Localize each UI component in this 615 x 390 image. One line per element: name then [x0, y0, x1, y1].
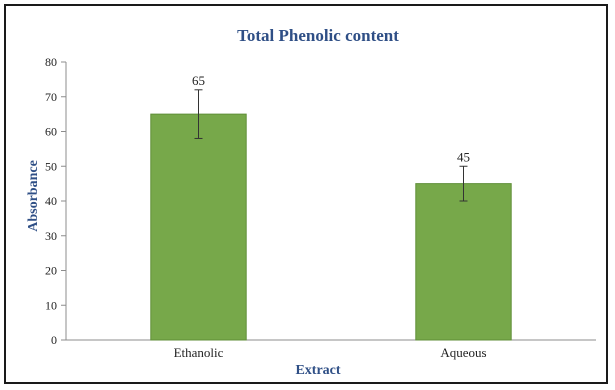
bar-ethanolic — [150, 113, 247, 341]
y-tick-label: 0 — [51, 333, 57, 347]
x-axis: Ethanolic Aqueous — [66, 339, 596, 360]
data-label: 65 — [192, 73, 205, 88]
y-tick-label: 10 — [45, 298, 57, 312]
y-tick-label: 80 — [45, 55, 57, 69]
y-tick-label: 40 — [45, 194, 57, 208]
y-axis-title: Absorbance — [26, 160, 41, 232]
x-tick-label: Ethanolic — [174, 345, 224, 360]
y-tick-label: 20 — [45, 264, 57, 278]
chart-frame: Total Phenolic content Absorbance Extrac… — [4, 4, 608, 384]
y-tick-label: 50 — [45, 159, 57, 173]
y-axis: 0 10 20 30 40 50 60 70 80 — [45, 55, 67, 347]
data-label: 45 — [457, 149, 470, 164]
y-tick-label: 60 — [45, 125, 57, 139]
y-tick-label: 70 — [45, 90, 57, 104]
bar-aqueous — [415, 183, 512, 341]
y-tick-label: 30 — [45, 229, 57, 243]
x-tick-label: Aqueous — [440, 345, 486, 360]
chart-title: Total Phenolic content — [237, 26, 399, 45]
x-axis-title: Extract — [295, 363, 340, 378]
bars: 65 45 — [150, 73, 512, 341]
bar-chart: Total Phenolic content Absorbance Extrac… — [26, 26, 596, 378]
